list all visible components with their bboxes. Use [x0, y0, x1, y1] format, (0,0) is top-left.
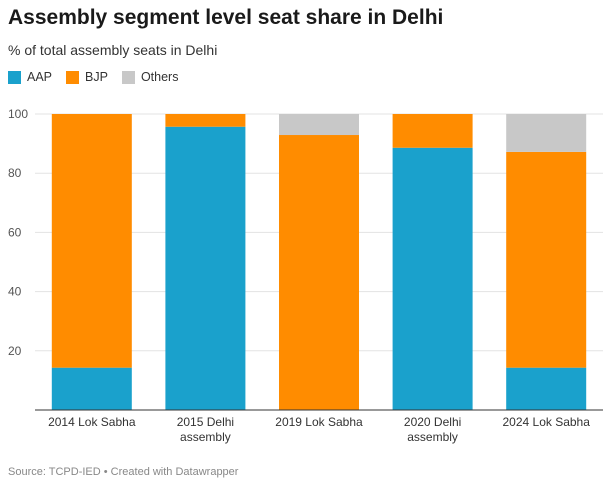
y-tick-label: 60: [8, 225, 22, 239]
legend-label-others: Others: [140, 70, 179, 84]
x-tick-label-line: 2020 Delhi: [404, 415, 461, 429]
x-tick-label-line: 2024 Lok Sabha: [502, 415, 590, 429]
bar-aap-3: [392, 147, 473, 410]
y-tick-label: 40: [8, 285, 22, 299]
legend-label-aap: AAP: [27, 70, 53, 84]
x-tick-label-line: 2014 Lok Sabha: [48, 415, 136, 429]
legend-item-others: Others: [121, 70, 179, 84]
legend-swatch-others: [121, 70, 135, 84]
x-tick-label: 2019 Lok Sabha: [275, 415, 363, 429]
chart-subtitle: % of total assembly seats in Delhi: [8, 42, 218, 58]
x-tick-label-line: assembly: [180, 430, 231, 444]
bar-others-2: [279, 114, 359, 136]
bar-others-4: [506, 114, 587, 152]
y-tick-label: 100: [8, 107, 28, 121]
x-tick-label: 2015 Delhi assembly: [177, 415, 234, 444]
legend: AAP BJP Others: [8, 70, 192, 84]
legend-item-aap: AAP: [8, 70, 52, 84]
bar-aap-4: [506, 367, 587, 410]
bar-bjp-2: [279, 135, 359, 410]
bar-bjp-4: [506, 151, 587, 368]
y-tick-label: 20: [8, 344, 22, 358]
x-tick-label: 2020 Delhi assembly: [404, 415, 461, 444]
chart-title: Assembly segment level seat share in Del…: [8, 6, 444, 29]
legend-swatch-bjp: [66, 70, 80, 84]
legend-label-bjp: BJP: [85, 70, 108, 84]
x-tick-label-line: 2015 Delhi: [177, 415, 234, 429]
bar-bjp-1: [165, 114, 246, 127]
x-tick-label: 2014 Lok Sabha: [48, 415, 136, 429]
x-tick-label-line: assembly: [407, 430, 458, 444]
bar-aap-0: [51, 367, 132, 410]
legend-swatch-aap: [8, 70, 21, 84]
legend-item-bjp: BJP: [66, 70, 108, 84]
bar-bjp-0: [51, 114, 132, 368]
bar-aap-1: [165, 126, 246, 410]
y-tick-label: 80: [8, 166, 22, 180]
bar-bjp-3: [392, 114, 473, 148]
x-tick-label-line: 2019 Lok Sabha: [275, 415, 363, 429]
x-tick-label: 2024 Lok Sabha: [502, 415, 590, 429]
source-note: Source: TCPD-IED • Created with Datawrap…: [8, 466, 239, 478]
